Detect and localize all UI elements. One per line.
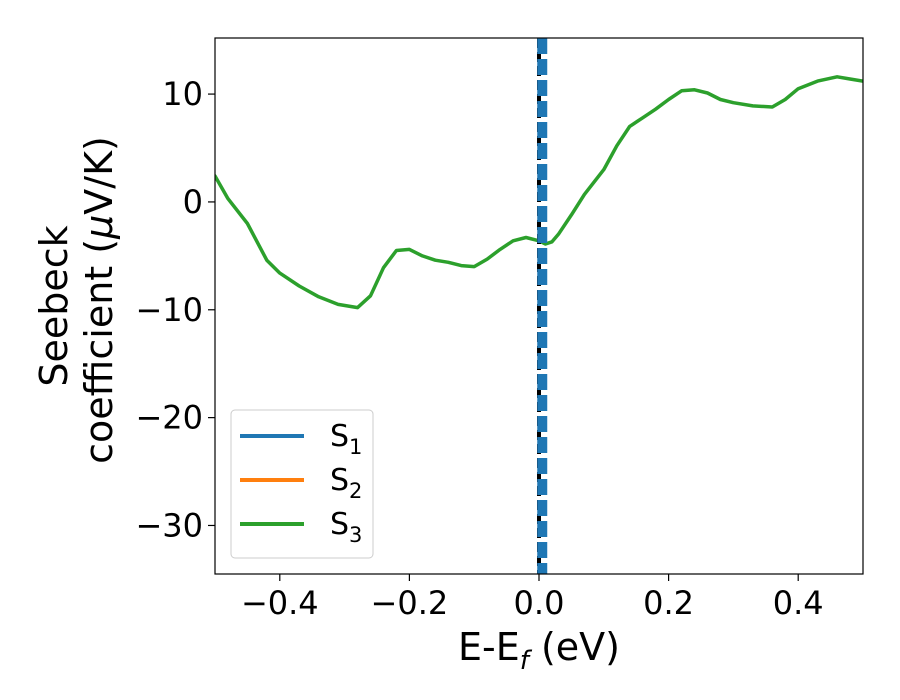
legend-label-2: S2 (330, 463, 362, 503)
x-tick-label: 0.4 (773, 584, 824, 622)
y-axis-label-line2: coefficient (μV/K) (77, 136, 121, 464)
x-axis-label: E-Ef (eV) (458, 625, 620, 676)
x-tick-label: −0.4 (241, 584, 319, 622)
y-tick-label: −30 (135, 506, 203, 544)
series-line-3 (215, 75, 863, 310)
y-tick-label: 0 (183, 183, 203, 221)
x-tick-label: 0.2 (643, 584, 694, 622)
y-axis-label-line1: Seebeck (32, 225, 76, 386)
legend-label-3: S3 (330, 507, 362, 547)
y-tick-label: 10 (162, 75, 203, 113)
legend-label-1: S1 (330, 419, 362, 459)
x-tick-label: −0.2 (371, 584, 449, 622)
legend-box (230, 409, 374, 559)
x-tick-label: 0.0 (514, 584, 565, 622)
y-tick-label: −10 (135, 291, 203, 329)
y-tick-label: −20 (135, 399, 203, 437)
